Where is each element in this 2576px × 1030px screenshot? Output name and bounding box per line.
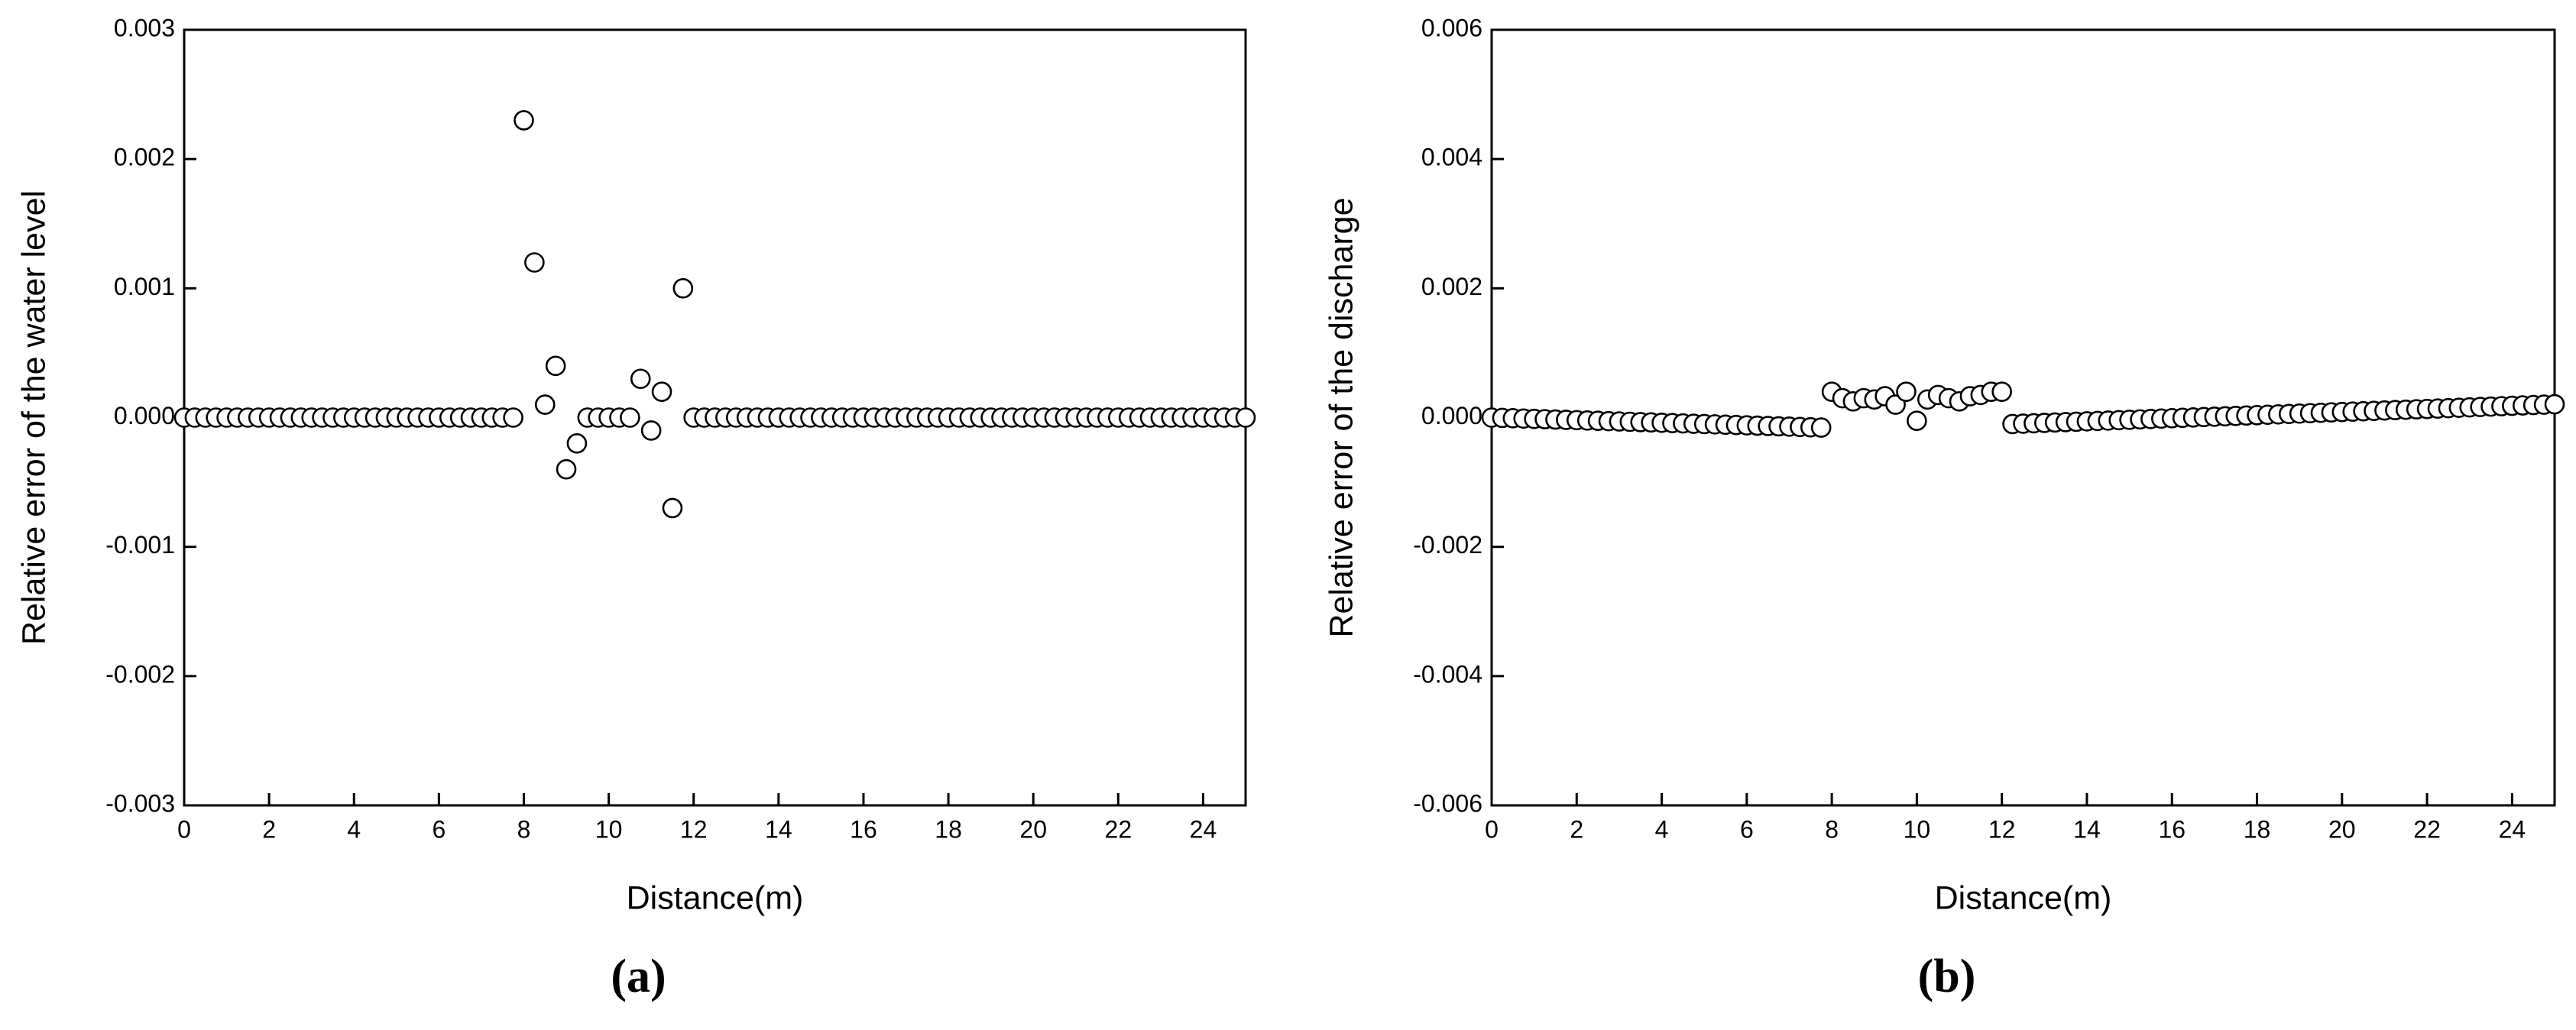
- x-tick-label: 18: [935, 815, 962, 843]
- marker: [662, 497, 683, 519]
- x-tick-label: 24: [1190, 815, 1217, 843]
- x-tick-label: 2: [1570, 815, 1583, 843]
- x-tick-label: 4: [347, 815, 361, 843]
- y-tick-label: -0.006: [1413, 789, 1482, 817]
- x-axis-label: Distance(m): [1935, 879, 2112, 916]
- x-tick-label: 8: [1825, 815, 1839, 843]
- x-tick-label: 16: [2158, 815, 2186, 843]
- y-tick-label: -0.003: [105, 789, 175, 817]
- marker: [672, 278, 694, 299]
- x-tick-label: 20: [2328, 815, 2356, 843]
- y-tick-label: -0.002: [1413, 531, 1482, 559]
- x-tick-label: 0: [177, 815, 191, 843]
- marker: [1885, 394, 1906, 415]
- y-tick-label: 0.006: [1421, 14, 1482, 41]
- x-tick-label: 18: [2244, 815, 2271, 843]
- x-tick-label: 10: [595, 815, 623, 843]
- marker: [534, 394, 556, 415]
- y-tick-label: -0.002: [105, 660, 175, 688]
- y-tick-label: -0.001: [105, 531, 175, 559]
- x-tick-label: 6: [1740, 815, 1754, 843]
- marker: [640, 420, 662, 441]
- marker: [630, 368, 651, 390]
- panel-label: (a): [611, 951, 666, 1002]
- y-tick-label: 0.004: [1421, 144, 1482, 171]
- x-tick-label: 12: [1988, 815, 2016, 843]
- x-tick-label: 22: [1105, 815, 1132, 843]
- x-tick-label: 14: [2073, 815, 2101, 843]
- marker: [1810, 417, 1832, 438]
- y-tick-label: 0.000: [1421, 402, 1482, 429]
- x-tick-label: 8: [517, 815, 531, 843]
- marker: [651, 381, 672, 402]
- x-tick-label: 6: [432, 815, 446, 843]
- marker: [1907, 410, 1927, 432]
- x-tick-label: 2: [262, 815, 276, 843]
- y-axis-label: Relative error of the water level: [15, 190, 52, 645]
- x-tick-label: 16: [850, 815, 877, 843]
- marker: [503, 407, 523, 428]
- x-tick-label: 0: [1485, 815, 1499, 843]
- x-tick-label: 24: [2499, 815, 2526, 843]
- marker: [556, 458, 577, 480]
- marker: [566, 433, 588, 454]
- x-axis-label: Distance(m): [627, 879, 804, 916]
- y-tick-label: 0.002: [1421, 273, 1482, 300]
- marker: [620, 407, 640, 428]
- marker: [1991, 381, 2012, 402]
- x-tick-label: 14: [765, 815, 792, 843]
- x-tick-label: 22: [2413, 815, 2441, 843]
- x-tick-label: 12: [680, 815, 708, 843]
- marker: [524, 252, 545, 273]
- y-tick-label: 0.002: [114, 144, 175, 171]
- marker: [1235, 407, 1256, 428]
- y-tick-label: -0.004: [1413, 660, 1482, 688]
- x-tick-label: 4: [1655, 815, 1669, 843]
- y-tick-label: 0.001: [114, 273, 175, 300]
- marker: [1896, 381, 1917, 402]
- x-tick-label: 10: [1904, 815, 1931, 843]
- y-axis-label: Relative error of the discharge: [1323, 197, 1359, 637]
- y-tick-label: 0.003: [114, 14, 175, 41]
- marker: [2544, 394, 2565, 415]
- marker: [545, 355, 566, 377]
- marker: [514, 110, 534, 131]
- x-tick-label: 20: [1019, 815, 1047, 843]
- y-tick-label: 0.000: [114, 402, 175, 429]
- panel-label: (b): [1918, 951, 1976, 1002]
